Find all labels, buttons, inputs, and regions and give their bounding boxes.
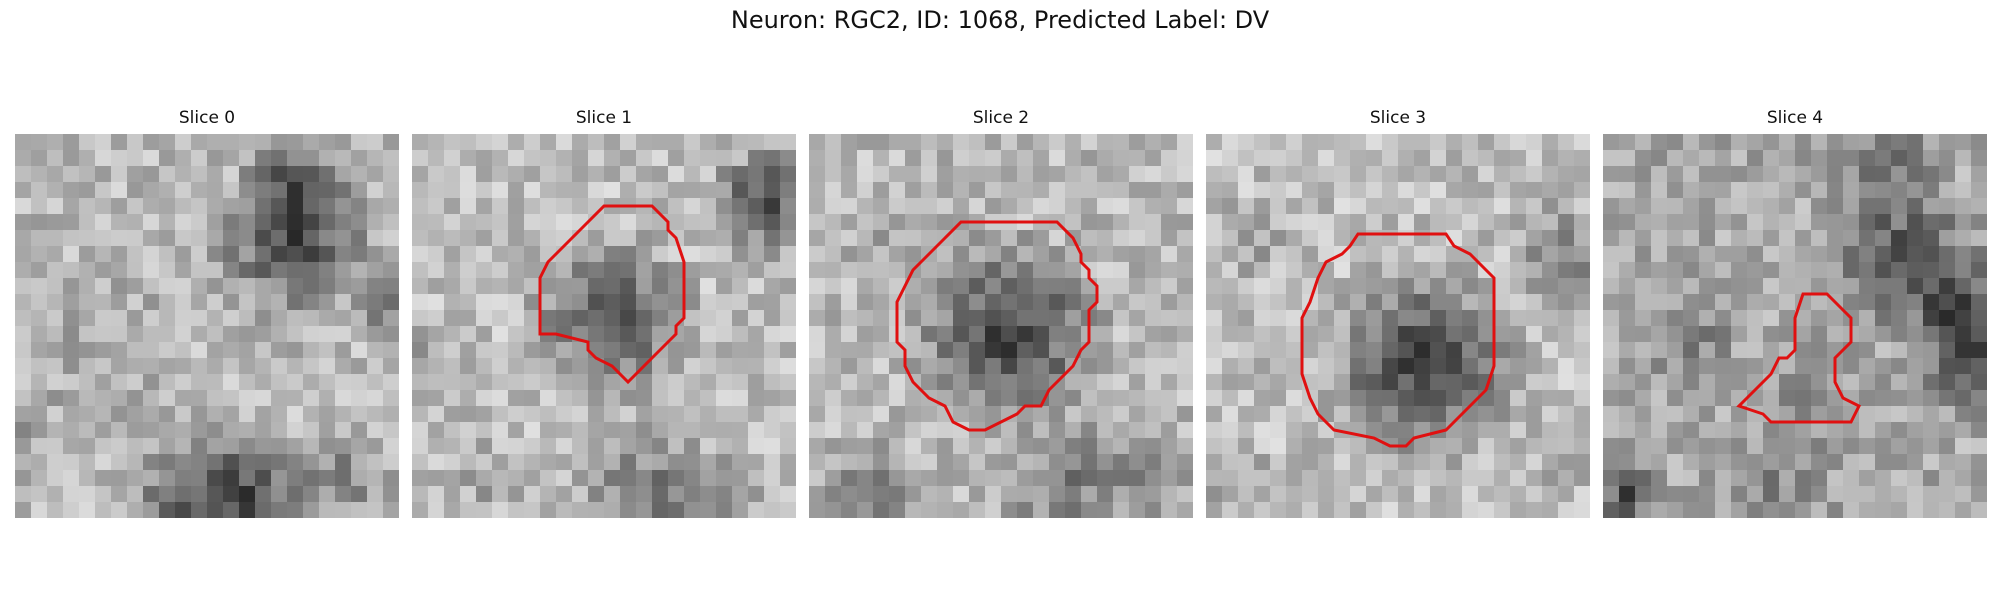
slice-panel-1: Slice 1 — [412, 108, 796, 518]
slice-title-3: Slice 3 — [1369, 108, 1427, 128]
slice-panel-4: Slice 4 — [1603, 108, 1987, 518]
slice-panel-3: Slice 3 — [1206, 108, 1590, 518]
slice-image-4 — [1603, 134, 1987, 518]
slice-panel-2: Slice 2 — [809, 108, 1193, 518]
slice-panel-0: Slice 0 — [15, 108, 399, 518]
slice-image-1 — [412, 134, 796, 518]
slice-image-3 — [1206, 134, 1590, 518]
slice-image-0 — [15, 134, 399, 518]
slice-title-2: Slice 2 — [972, 108, 1030, 128]
slice-title-1: Slice 1 — [575, 108, 633, 128]
slice-title-4: Slice 4 — [1766, 108, 1824, 128]
figure-title: Neuron: RGC2, ID: 1068, Predicted Label:… — [730, 6, 1270, 34]
slice-image-2 — [809, 134, 1193, 518]
slice-title-0: Slice 0 — [178, 108, 236, 128]
